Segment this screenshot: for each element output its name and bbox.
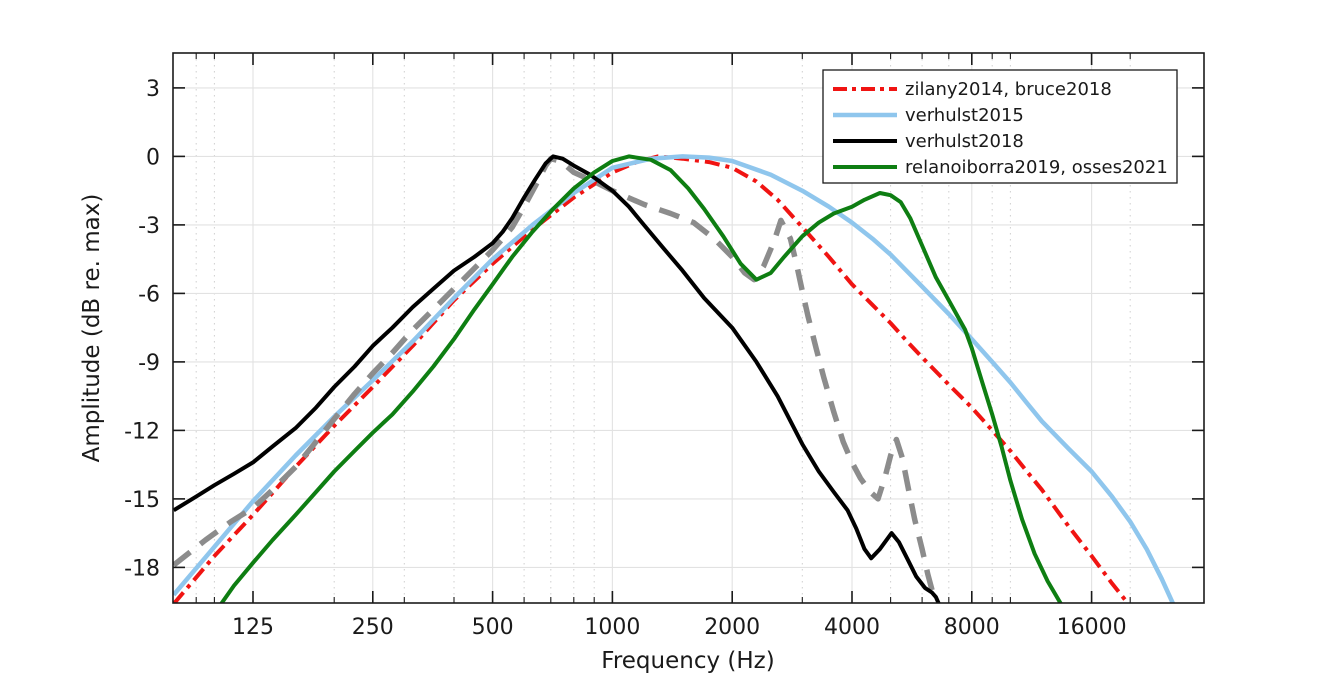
x-tick-label: 4000 xyxy=(824,615,880,640)
x-tick-label: 2000 xyxy=(704,615,760,640)
x-tick-label: 500 xyxy=(472,615,514,640)
legend-label-verhulst2015: verhulst2015 xyxy=(905,105,1024,126)
y-tick-label: -12 xyxy=(124,419,160,444)
curve-relanoiborra2019-osses2021 xyxy=(219,154,1063,603)
curve-unlabeled-gray-dashed xyxy=(173,155,938,603)
legend-label-zilany2014-bruce2018: zilany2014, bruce2018 xyxy=(905,79,1112,100)
curve-zilany2014-bruce2018 xyxy=(173,154,1131,603)
x-tick-label: 250 xyxy=(352,615,394,640)
legend-label-verhulst2018: verhulst2018 xyxy=(905,131,1024,152)
x-axis-label: Frequency (Hz) xyxy=(601,648,774,674)
tick-labels: 125 250 500 1000 2000 4000 8000 16000 3 0 -3 -6 -9 -1… xyxy=(124,77,1127,640)
y-axis-label: Amplitude (dB re. max) xyxy=(79,194,105,463)
legend: zilany2014, bruce2018 verhulst2015 verhuls… xyxy=(822,69,1178,184)
plot-border xyxy=(172,52,1205,604)
curves xyxy=(173,154,1176,603)
x-tick-label: 8000 xyxy=(944,615,1000,640)
y-tick-label: -18 xyxy=(124,556,160,581)
y-tick-label: -6 xyxy=(138,282,160,307)
y-tick-label: 0 xyxy=(146,145,160,170)
y-tick-label: -9 xyxy=(138,351,160,376)
curve-verhulst2015 xyxy=(173,154,1176,603)
y-tick-label: -3 xyxy=(138,214,160,239)
axes-frame xyxy=(172,52,1205,604)
x-tick-label: 125 xyxy=(232,615,274,640)
x-tick-label: 1000 xyxy=(584,615,640,640)
legend-label-relanoiborra2019-osses2021: relanoiborra2019, osses2021 xyxy=(905,157,1168,178)
y-tick-label: 3 xyxy=(146,77,160,102)
y-tick-label: -15 xyxy=(124,488,160,513)
x-tick-label: 16000 xyxy=(1057,615,1127,640)
